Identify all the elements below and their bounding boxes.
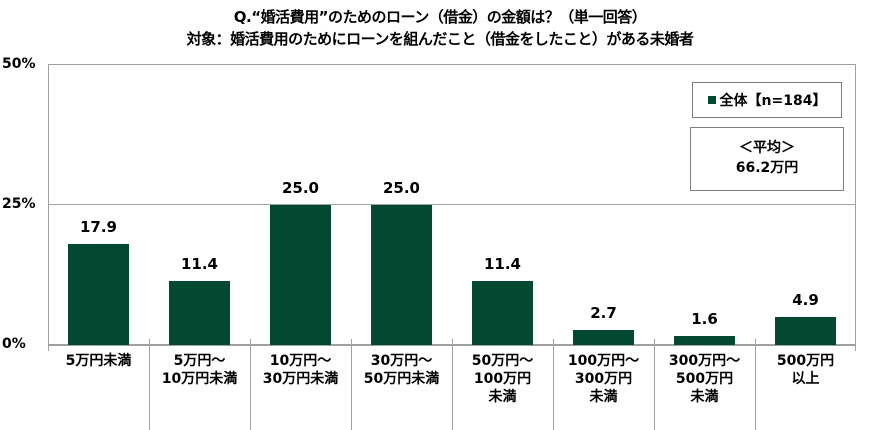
bar: [573, 329, 634, 345]
bar: [68, 244, 129, 345]
axis-end-tick: [48, 339, 49, 351]
chart-subtitle: 対象：婚活費用のためにローンを組んだこと（借金をしたこと）がある未婚者: [186, 30, 694, 48]
legend: 全体【n=184】: [692, 82, 842, 118]
category-separator: [452, 339, 453, 430]
bar-value-label: 17.9: [79, 218, 117, 237]
category-separator: [654, 339, 655, 430]
category-separator: [250, 339, 251, 430]
category-label: 50万円～ 100万円 未満: [471, 353, 534, 405]
axis-end-tick: [855, 339, 856, 351]
legend-label: 全体【n=184】: [719, 93, 827, 109]
average-value: 66.2万円: [735, 160, 799, 176]
category-separator: [149, 339, 150, 430]
category-label: 30万円～ 50万円未満: [363, 353, 440, 387]
bar-value-label: 11.4: [483, 254, 521, 273]
bar: [169, 280, 230, 345]
gridline-25: [48, 204, 856, 205]
legend-swatch-icon: [707, 96, 716, 104]
y-tick-25: 25%: [2, 196, 36, 212]
bar-value-label: 4.9: [792, 291, 819, 310]
average-box: ＜平均＞ 66.2万円: [690, 127, 844, 191]
category-label: 5万円未満: [65, 353, 132, 369]
category-separator: [553, 339, 554, 430]
bar-value-label: 25.0: [281, 178, 319, 197]
bar: [472, 280, 533, 345]
bar: [674, 336, 735, 345]
category-label: 300万円～ 500万円 未満: [668, 353, 741, 405]
category-separator: [755, 339, 756, 430]
category-label: 500万円 以上: [776, 353, 835, 387]
bar: [775, 317, 836, 345]
chart-title: Q.“婚活費用”のためのローン（借金）の金額は？（単一回答）: [233, 8, 647, 26]
y-tick-0: 0%: [2, 336, 26, 352]
bar-value-label: 2.7: [590, 303, 617, 322]
bar-value-label: 1.6: [691, 310, 718, 328]
bar-value-label: 11.4: [180, 254, 218, 273]
average-label: ＜平均＞: [739, 140, 795, 156]
bar-value-label: 25.0: [382, 178, 420, 197]
y-tick-50: 50%: [2, 56, 36, 72]
category-label: 5万円～ 10万円未満: [161, 353, 238, 387]
category-label: 100万円～ 300万円 未満: [567, 353, 640, 405]
category-label: 10万円～ 30万円未満: [262, 353, 339, 387]
bar: [270, 204, 331, 345]
bar: [371, 204, 432, 345]
category-separator: [351, 339, 352, 430]
